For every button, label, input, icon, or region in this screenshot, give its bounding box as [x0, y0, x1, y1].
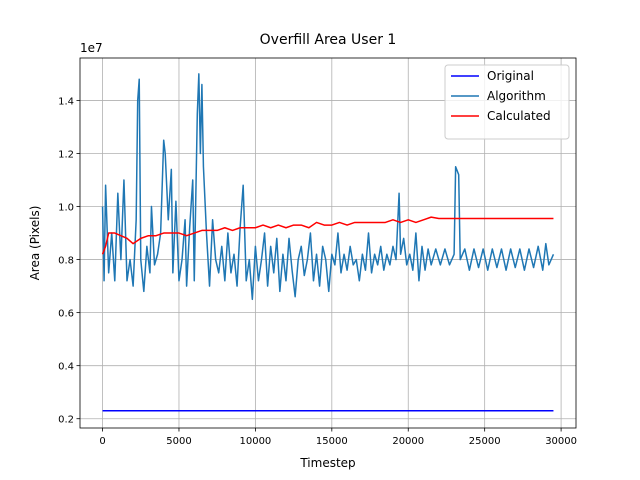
y-axis-label: Area (Pixels) — [28, 206, 42, 281]
y-tick-label: 0.4 — [58, 362, 74, 373]
x-tick-label: 10000 — [239, 436, 271, 447]
legend-box — [444, 64, 570, 140]
x-tick-label: 25000 — [469, 436, 501, 447]
y-tick-label: 1.2 — [58, 149, 74, 160]
legend-label: Algorithm — [487, 89, 546, 103]
y-tick-label: 1.0 — [58, 203, 74, 214]
x-tick-label: 20000 — [392, 436, 424, 447]
x-axis-label: Timestep — [299, 456, 355, 470]
legend-label: Calculated — [487, 109, 551, 123]
x-tick-label: 0 — [99, 436, 105, 447]
chart-title: Overfill Area User 1 — [260, 32, 397, 48]
y-tick-label: 0.6 — [58, 309, 74, 320]
y-offset-label: 1e7 — [80, 41, 103, 55]
axes-frame — [79, 57, 577, 429]
series-line — [101, 73, 555, 301]
y-tick-label: 1.4 — [58, 96, 74, 107]
legend-label: Original — [487, 69, 534, 83]
x-tick-label: 15000 — [316, 436, 348, 447]
y-tick-label: 0.8 — [58, 256, 74, 267]
series-line — [101, 216, 554, 255]
x-tick-label: 30000 — [545, 436, 577, 447]
x-tick-label: 5000 — [166, 436, 191, 447]
y-tick-label: 0.2 — [58, 415, 74, 426]
